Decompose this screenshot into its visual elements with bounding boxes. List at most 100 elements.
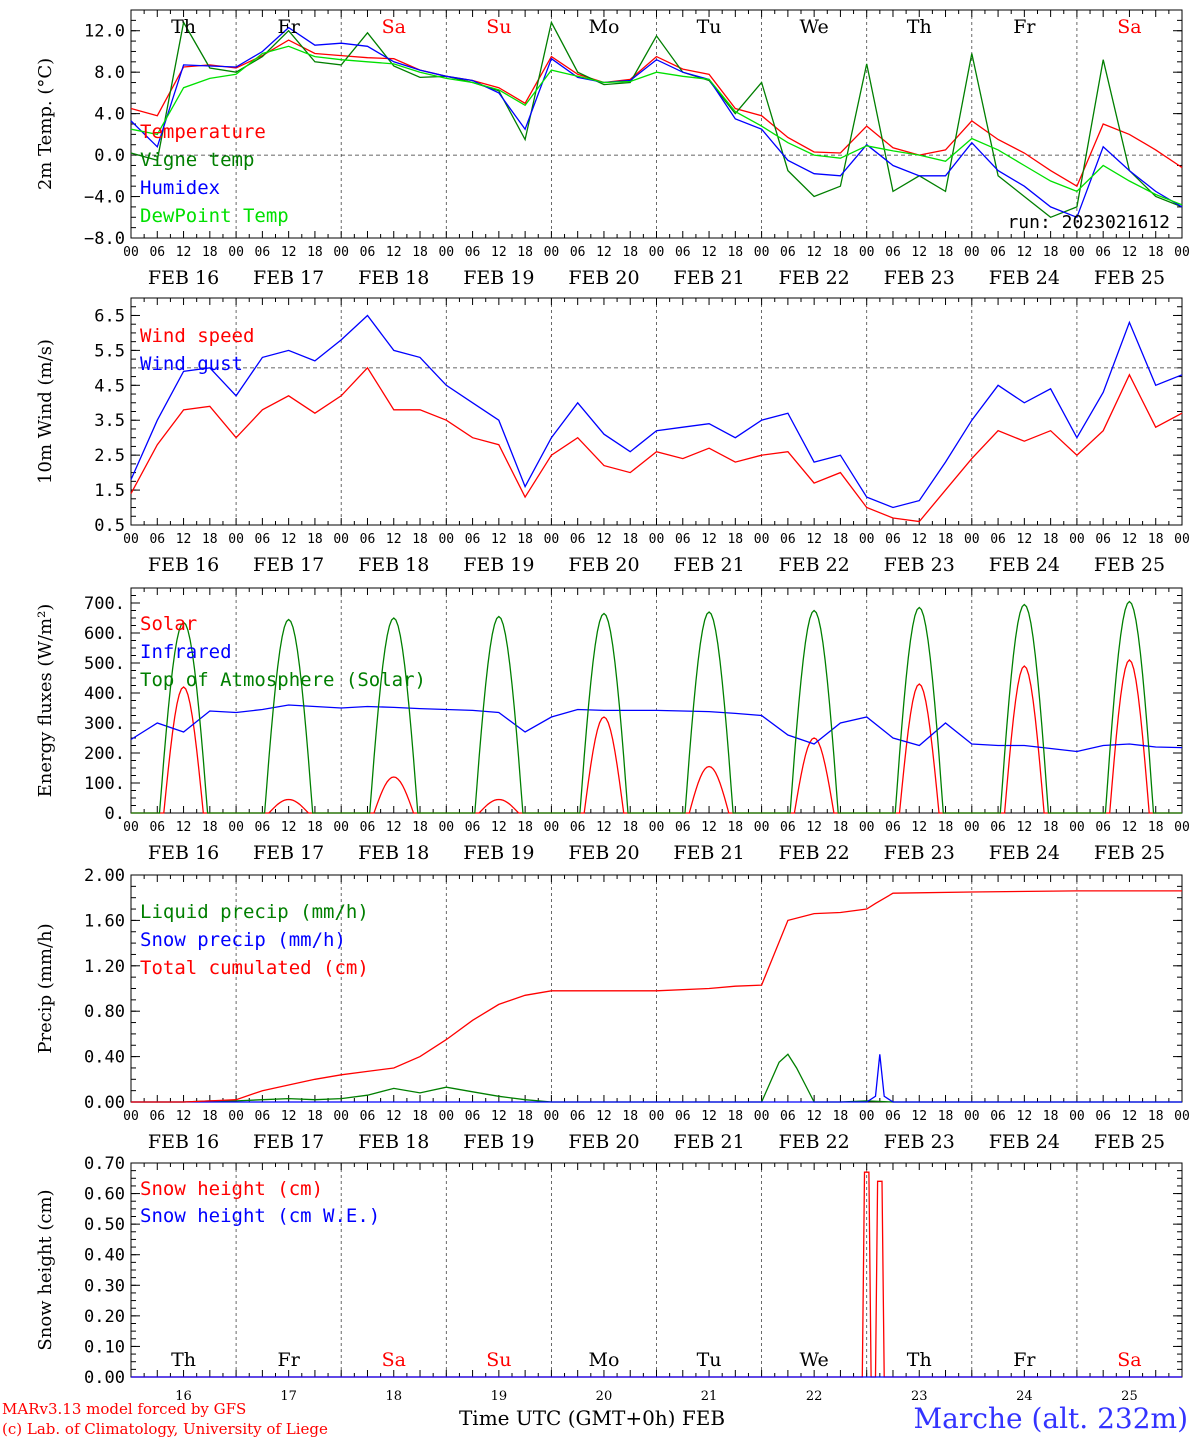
date-label: FEB 25 [1094, 554, 1165, 576]
y-tick-label: 100. [84, 774, 125, 794]
hour-tick-label: 06 [675, 245, 691, 260]
hour-tick-label: 06 [255, 1109, 271, 1124]
date-label: FEB 22 [779, 842, 850, 864]
date-label: FEB 25 [1094, 1131, 1165, 1153]
date-label: FEB 23 [884, 842, 955, 864]
day-number-label: 20 [596, 1389, 613, 1404]
hour-tick-label: 18 [833, 820, 849, 835]
model-credit: MARv3.13 model forced by GFS [2, 1400, 246, 1418]
y-tick-label: 0.30 [84, 1276, 125, 1296]
weekday-label: Sa [382, 16, 406, 38]
y-tick-label: 0.40 [84, 1048, 125, 1068]
date-label: FEB 23 [884, 554, 955, 576]
hour-tick-label: 12 [491, 820, 507, 835]
hour-tick-label: 00 [333, 820, 349, 835]
legend-entry: Wind gust [140, 353, 243, 375]
panel-3 [130, 587, 1183, 814]
y-tick-label: 0.50 [84, 1215, 125, 1235]
date-label: FEB 24 [989, 1131, 1060, 1153]
hour-tick-label: 00 [544, 1109, 560, 1124]
hour-tick-label: 00 [964, 245, 980, 260]
date-label: FEB 16 [148, 1131, 219, 1153]
station-label: Marche (alt. 232m) [914, 1402, 1188, 1435]
hour-tick-label: 18 [517, 532, 533, 547]
hour-tick-label: 12 [281, 820, 297, 835]
series-line-infrared [130, 704, 1183, 753]
hour-tick-label: 06 [465, 1109, 481, 1124]
hour-tick-label: 00 [1069, 820, 1085, 835]
y-tick-label: 5.5 [94, 341, 125, 361]
date-label: FEB 19 [463, 267, 534, 289]
hour-tick-label: 12 [596, 532, 612, 547]
hour-tick-label: 06 [149, 245, 165, 260]
panel-1 [130, 9, 1183, 239]
hour-tick-label: 18 [202, 245, 218, 260]
y-axis-label: 10m Wind (m/s) [35, 339, 56, 484]
weekday-label: Tu [697, 16, 722, 38]
hour-tick-label: 00 [754, 245, 770, 260]
date-label: FEB 16 [148, 554, 219, 576]
hour-tick-label: 12 [596, 1109, 612, 1124]
y-tick-label: 0.00 [84, 1093, 125, 1113]
y-tick-label: 0. [105, 804, 125, 824]
hour-tick-label: 18 [622, 820, 638, 835]
y-tick-label: 2.5 [94, 446, 125, 466]
hour-tick-label: 18 [1148, 532, 1164, 547]
date-label: FEB 25 [1094, 842, 1165, 864]
y-tick-label: 600. [84, 624, 125, 644]
hour-tick-label: 18 [1148, 1109, 1164, 1124]
hour-tick-label: 18 [412, 820, 428, 835]
hour-tick-label: 06 [885, 245, 901, 260]
hour-tick-label: 00 [123, 245, 139, 260]
y-tick-label: −8.0 [84, 229, 125, 249]
hour-tick-label: 00 [754, 532, 770, 547]
hour-tick-label: 18 [517, 245, 533, 260]
hour-tick-label: 06 [360, 532, 376, 547]
hour-tick-label: 12 [176, 532, 192, 547]
hour-tick-label: 06 [990, 1109, 1006, 1124]
day-number-label: 17 [280, 1389, 297, 1404]
hour-tick-label: 18 [938, 820, 954, 835]
legend-entry: Vigne temp [140, 149, 254, 171]
date-label: FEB 18 [358, 554, 429, 576]
hour-tick-label: 00 [859, 820, 875, 835]
panel-5 [130, 1162, 1183, 1378]
date-label: FEB 23 [884, 1131, 955, 1153]
hour-tick-label: 00 [123, 820, 139, 835]
weekday-label: Su [486, 1349, 511, 1371]
hour-tick-label: 18 [938, 1109, 954, 1124]
date-label: FEB 17 [253, 1131, 324, 1153]
series-line-wind-speed [130, 366, 1183, 523]
legend-entry: DewPoint Temp [140, 205, 289, 227]
y-tick-label: 700. [84, 594, 125, 614]
legend-entry: Snow precip (mm/h) [140, 929, 346, 951]
hour-tick-label: 12 [701, 1109, 717, 1124]
y-tick-label: 0.40 [84, 1246, 125, 1266]
date-label: FEB 24 [989, 842, 1060, 864]
hour-tick-label: 18 [938, 245, 954, 260]
hour-tick-label: 00 [228, 820, 244, 835]
y-tick-label: 8.0 [94, 63, 125, 83]
date-label: FEB 21 [673, 842, 744, 864]
hour-tick-label: 18 [412, 245, 428, 260]
date-label: FEB 22 [779, 1131, 850, 1153]
day-number-label: 18 [385, 1389, 402, 1404]
weekday-label: Mo [588, 1349, 619, 1371]
hour-tick-label: 00 [964, 820, 980, 835]
hour-tick-label: 00 [438, 245, 454, 260]
y-tick-label: 4.5 [94, 376, 125, 396]
weekday-label: We [800, 16, 829, 38]
hour-tick-label: 12 [911, 820, 927, 835]
hour-tick-label: 06 [149, 1109, 165, 1124]
date-label: FEB 19 [463, 842, 534, 864]
hour-tick-label: 00 [1174, 245, 1190, 260]
hour-tick-label: 18 [833, 245, 849, 260]
hour-tick-label: 00 [859, 1109, 875, 1124]
day-number-label: 23 [911, 1389, 928, 1404]
hour-tick-label: 12 [491, 532, 507, 547]
legend-entry: Wind speed [140, 325, 254, 347]
hour-tick-label: 06 [1095, 245, 1111, 260]
hour-tick-label: 00 [1174, 1109, 1190, 1124]
hour-tick-label: 18 [202, 820, 218, 835]
hour-tick-label: 06 [780, 532, 796, 547]
